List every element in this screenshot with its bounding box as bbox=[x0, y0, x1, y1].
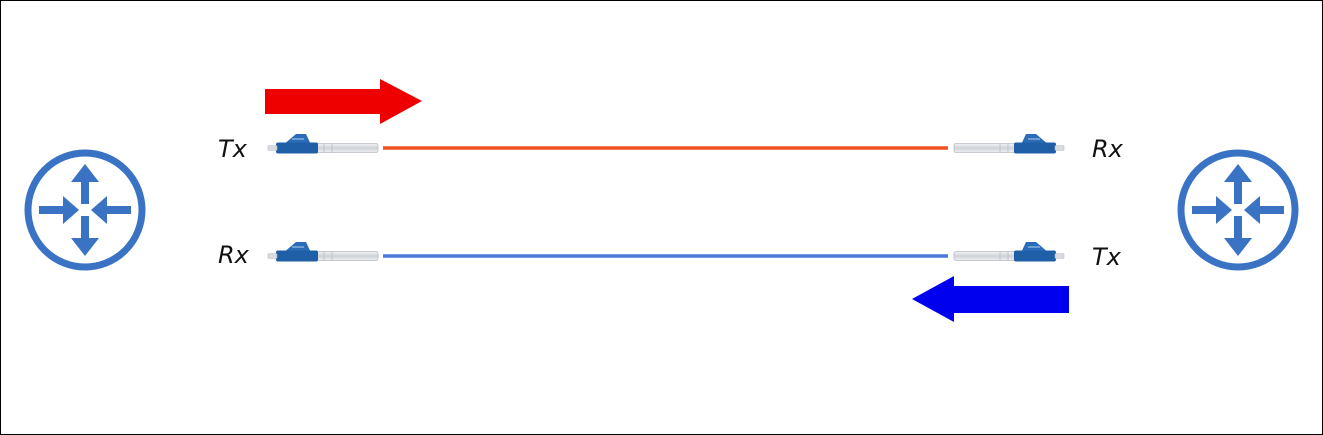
arrow-right-icon bbox=[265, 79, 422, 124]
right-bottom-label: Tx bbox=[1092, 243, 1121, 271]
left-bottom-connector-icon bbox=[267, 241, 379, 263]
left-top-label: Tx bbox=[218, 135, 247, 163]
arrow-left-icon bbox=[912, 276, 1069, 322]
left-bottom-label: Rx bbox=[218, 241, 249, 269]
left-router-icon bbox=[28, 153, 142, 267]
right-router-icon bbox=[1181, 153, 1295, 267]
right-top-label: Rx bbox=[1092, 135, 1123, 163]
right-bottom-connector-icon bbox=[953, 241, 1065, 263]
right-top-connector-icon bbox=[953, 133, 1065, 155]
left-top-connector-icon bbox=[267, 133, 379, 155]
